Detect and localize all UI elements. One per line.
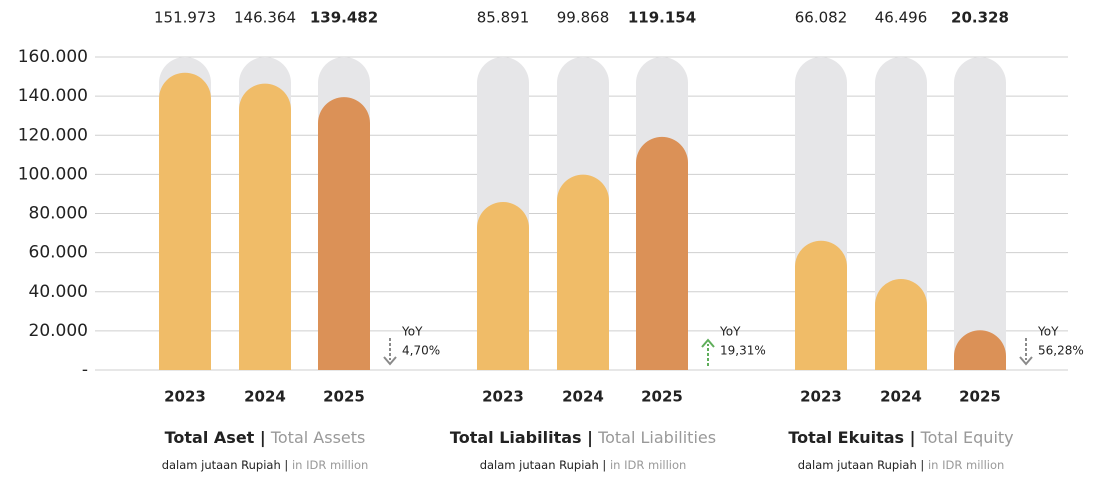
title-en: Total Equity: [920, 428, 1014, 447]
x-tick-label: 2024: [244, 388, 286, 406]
x-tick-label: 2023: [164, 388, 206, 406]
y-tick-label: 100.000: [18, 164, 88, 184]
x-tick-label: 2023: [482, 388, 524, 406]
bar: [795, 240, 847, 370]
value-label: 119.154: [628, 9, 696, 27]
yoy-label: YoY: [1037, 325, 1059, 339]
y-tick-label: 60.000: [29, 243, 88, 263]
y-tick-label: 80.000: [29, 204, 88, 224]
bar: [318, 97, 370, 371]
group-title: Total Aset | Total Assets: [165, 428, 366, 448]
x-tick-label: 2025: [323, 388, 365, 406]
group-subtitle: dalam jutaan Rupiah | in IDR million: [798, 458, 1005, 472]
value-label: 66.082: [795, 9, 848, 27]
subtitle-en: in IDR million: [292, 458, 368, 472]
value-label: 85.891: [477, 9, 530, 27]
group-title: Total Liabilitas | Total Liabilities: [450, 428, 716, 448]
bar: [875, 279, 927, 370]
yoy-arrow-head: [1019, 356, 1033, 366]
yoy-change: 56,28%: [1038, 344, 1084, 358]
title-id: Total Ekuitas |: [788, 428, 915, 448]
y-tick-label: 20.000: [29, 321, 88, 341]
value-label: 151.973: [154, 9, 216, 27]
yoy-arrow-head: [701, 338, 715, 348]
yoy-change: 19,31%: [720, 344, 766, 358]
subtitle-id: dalam jutaan Rupiah |: [162, 458, 289, 472]
bar-track: [954, 57, 1006, 370]
bar: [477, 201, 529, 370]
y-tick-label: -: [82, 360, 88, 380]
title-id: Total Aset |: [165, 428, 266, 448]
bar: [239, 83, 291, 371]
x-tick-label: 2025: [959, 388, 1001, 406]
title-id: Total Liabilitas |: [450, 428, 593, 448]
group-subtitle: dalam jutaan Rupiah | in IDR million: [480, 458, 687, 472]
subtitle-id: dalam jutaan Rupiah |: [480, 458, 607, 472]
x-tick-label: 2024: [562, 388, 604, 406]
subtitle-en: in IDR million: [610, 458, 686, 472]
bar: [557, 174, 609, 370]
title-en: Total Liabilities: [597, 428, 716, 447]
value-label: 139.482: [310, 9, 378, 27]
x-tick-label: 2024: [880, 388, 922, 406]
value-label: 146.364: [234, 9, 296, 27]
y-tick-label: 40.000: [29, 282, 88, 302]
value-label: 46.496: [875, 9, 928, 27]
x-tick-label: 2025: [641, 388, 683, 406]
bar: [159, 72, 211, 371]
y-tick-label: 120.000: [18, 125, 88, 145]
yoy-label: YoY: [401, 325, 423, 339]
subtitle-en: in IDR million: [928, 458, 1004, 472]
y-tick-label: 140.000: [18, 86, 88, 106]
title-en: Total Assets: [270, 428, 366, 447]
yoy-change: 4,70%: [402, 344, 440, 358]
subtitle-id: dalam jutaan Rupiah |: [798, 458, 925, 472]
bar: [954, 330, 1006, 370]
group-title: Total Ekuitas | Total Equity: [788, 428, 1013, 448]
yoy-label: YoY: [719, 325, 741, 339]
value-label: 20.328: [951, 9, 1009, 27]
group-subtitle: dalam jutaan Rupiah | in IDR million: [162, 458, 369, 472]
value-label: 99.868: [557, 9, 610, 27]
x-tick-label: 2023: [800, 388, 842, 406]
yoy-arrow-head: [383, 356, 397, 366]
bar: [636, 136, 688, 370]
y-tick-label: 160.000: [18, 47, 88, 67]
